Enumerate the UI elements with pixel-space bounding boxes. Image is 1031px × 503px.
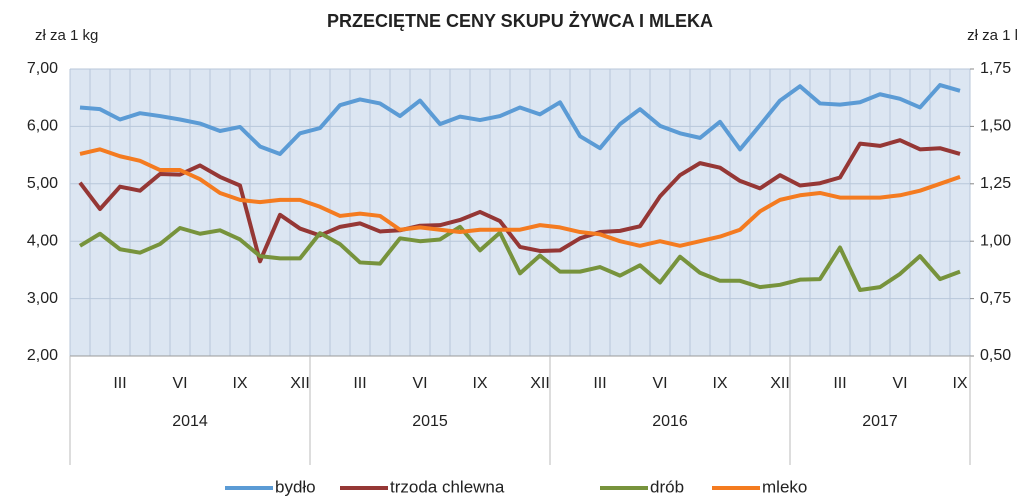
series-line [78, 138, 961, 264]
group-label: 2014 [172, 413, 208, 430]
y2-tick-label: 1,25 [980, 175, 1011, 192]
legend-label: drób [650, 477, 684, 496]
y-tick-label: 5,00 [27, 175, 58, 192]
x-tick-label: IX [472, 375, 487, 392]
x-tick-label: III [833, 375, 846, 392]
x-tick-label: IX [232, 375, 247, 392]
y-tick-label: 2,00 [27, 347, 58, 364]
x-tick-label: XII [290, 375, 310, 392]
y-tick-label: 3,00 [27, 290, 58, 307]
chart-title: PRZECIĘTNE CENY SKUPU ŻYWCA I MLEKA [327, 11, 713, 31]
y2-tick-label: 1,50 [980, 118, 1011, 135]
y-axis-label: zł za 1 kg [35, 27, 98, 44]
series-line [79, 147, 961, 248]
x-tick-label: XII [770, 375, 790, 392]
group-label: 2015 [412, 413, 448, 430]
y-tick-label: 7,00 [27, 60, 58, 77]
legend-label: mleko [762, 477, 807, 496]
x-tick-label: VI [892, 375, 907, 392]
legend-label: trzoda chlewna [390, 477, 505, 496]
x-tick-label: VI [412, 375, 427, 392]
plot-area [70, 69, 970, 356]
x-tick-label: IX [952, 375, 967, 392]
y2-tick-label: 1,00 [980, 232, 1011, 249]
x-tick-label: III [353, 375, 366, 392]
y2-tick-label: 0,75 [980, 290, 1011, 307]
y2-axis-label: zł za 1 l [967, 27, 1018, 44]
y-tick-label: 6,00 [27, 118, 58, 135]
series-line [79, 83, 961, 156]
x-tick-label: VI [652, 375, 667, 392]
x-tick-label: VI [172, 375, 187, 392]
legend-label: bydło [275, 477, 316, 496]
x-tick-label: III [593, 375, 606, 392]
y2-tick-label: 0,50 [980, 347, 1011, 364]
x-tick-label: III [113, 375, 126, 392]
x-tick-label: XII [530, 375, 550, 392]
series-line [78, 224, 961, 292]
group-label: 2017 [862, 413, 898, 430]
y-tick-label: 4,00 [27, 232, 58, 249]
x-tick-label: IX [712, 375, 727, 392]
y2-tick-label: 1,75 [980, 60, 1011, 77]
group-label: 2016 [652, 413, 688, 430]
